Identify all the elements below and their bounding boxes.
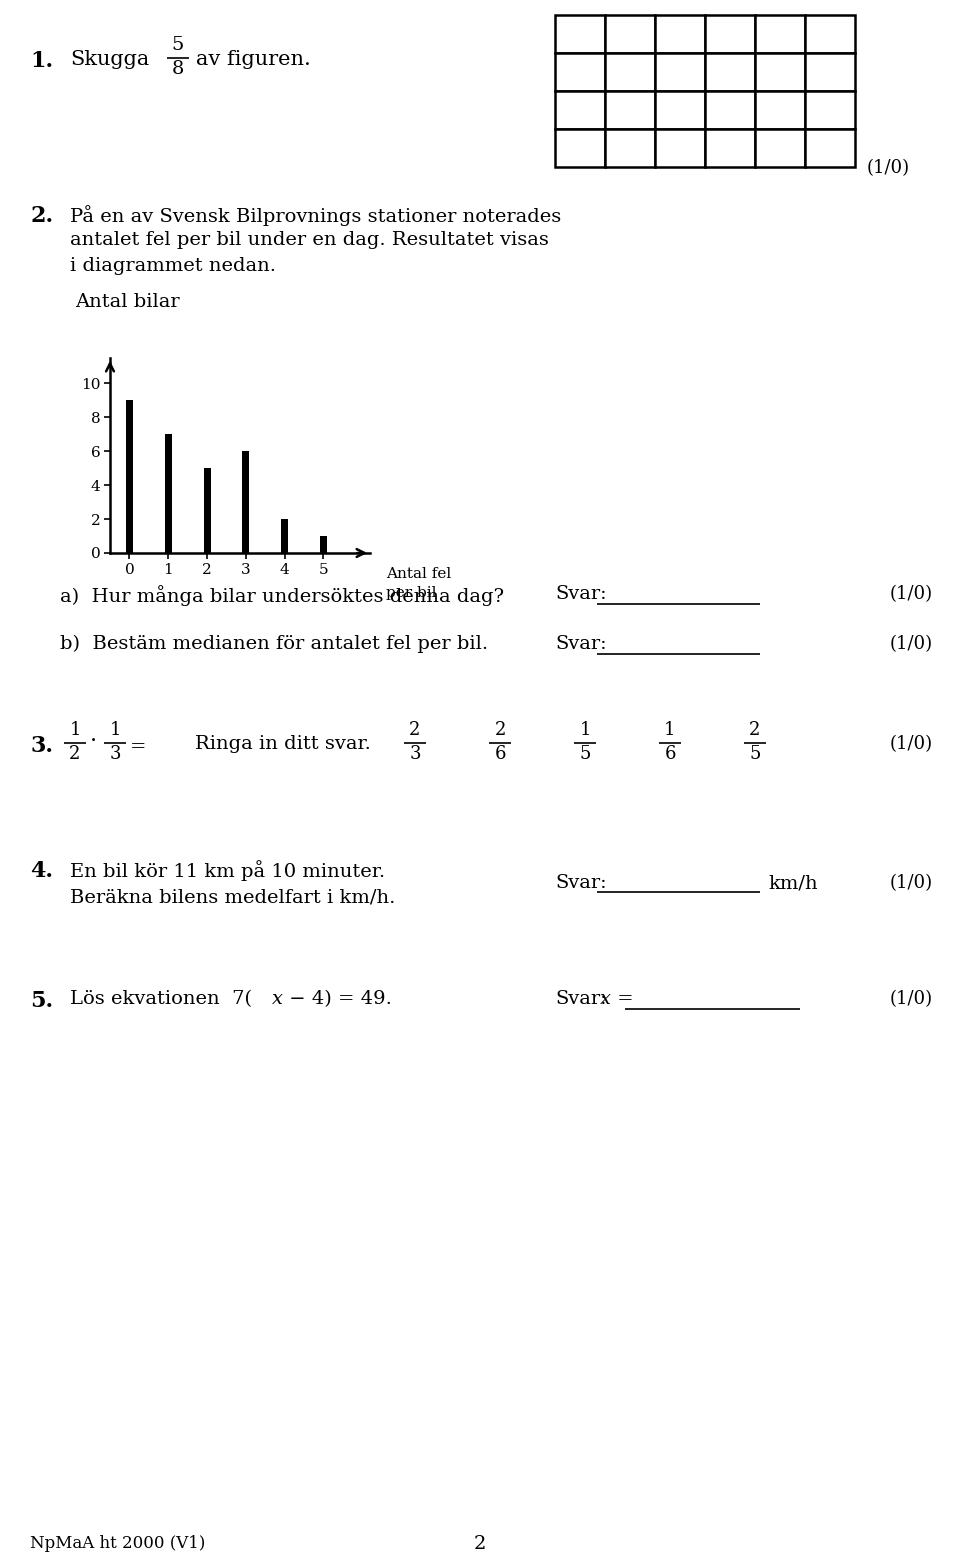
Text: Svar:: Svar: xyxy=(555,585,607,603)
Bar xyxy=(281,519,288,553)
Text: 1.: 1. xyxy=(30,50,53,72)
Text: Svar:: Svar: xyxy=(555,990,607,1009)
Text: 2: 2 xyxy=(474,1536,486,1553)
Text: 2: 2 xyxy=(494,720,506,739)
Text: 6: 6 xyxy=(494,745,506,762)
Bar xyxy=(204,468,210,553)
Text: Antal fel: Antal fel xyxy=(386,566,451,580)
Text: (1/0): (1/0) xyxy=(867,159,910,178)
Bar xyxy=(705,53,755,90)
Text: 5: 5 xyxy=(579,745,590,762)
Text: b)  Bestäm medianen för antalet fel per bil.: b) Bestäm medianen för antalet fel per b… xyxy=(60,635,488,653)
Bar xyxy=(605,53,655,90)
Text: (1/0): (1/0) xyxy=(890,875,933,892)
Text: 3.: 3. xyxy=(30,734,53,758)
Text: per bil: per bil xyxy=(386,586,436,600)
Text: x: x xyxy=(272,990,283,1009)
Text: − 4) = 49.: − 4) = 49. xyxy=(283,990,392,1009)
Bar xyxy=(555,129,605,167)
Text: i diagrammet nedan.: i diagrammet nedan. xyxy=(70,257,276,274)
Text: antalet fel per bil under en dag. Resultatet visas: antalet fel per bil under en dag. Result… xyxy=(70,231,549,249)
Text: km/h: km/h xyxy=(768,875,818,892)
Text: 4.: 4. xyxy=(30,861,53,882)
Text: 2: 2 xyxy=(750,720,760,739)
Text: På en av Svensk Bilprovnings stationer noterades: På en av Svensk Bilprovnings stationer n… xyxy=(70,204,562,226)
Bar xyxy=(705,129,755,167)
Bar xyxy=(242,451,250,553)
Text: (1/0): (1/0) xyxy=(890,585,933,603)
Text: 3: 3 xyxy=(109,745,121,762)
Text: En bil kör 11 km på 10 minuter.: En bil kör 11 km på 10 minuter. xyxy=(70,861,385,881)
Text: 2.: 2. xyxy=(30,204,53,228)
Text: 1: 1 xyxy=(109,720,121,739)
Text: ·: · xyxy=(89,730,97,751)
Bar xyxy=(126,401,132,553)
Bar xyxy=(655,16,705,53)
Bar xyxy=(655,53,705,90)
Bar xyxy=(755,90,805,129)
Text: NpMaA ht 2000 (V1): NpMaA ht 2000 (V1) xyxy=(30,1536,205,1553)
Text: Skugga: Skugga xyxy=(70,50,149,69)
Bar xyxy=(805,16,855,53)
Bar xyxy=(555,16,605,53)
Text: 1: 1 xyxy=(664,720,676,739)
Text: =: = xyxy=(130,737,147,756)
Bar xyxy=(805,90,855,129)
Bar xyxy=(755,53,805,90)
Text: 3: 3 xyxy=(409,745,420,762)
Text: av figuren.: av figuren. xyxy=(196,50,311,69)
Bar xyxy=(705,16,755,53)
Text: Svar:: Svar: xyxy=(555,875,607,892)
Text: 1: 1 xyxy=(69,720,81,739)
Text: (1/0): (1/0) xyxy=(890,635,933,653)
Bar xyxy=(555,90,605,129)
Bar xyxy=(605,16,655,53)
Text: Svar:: Svar: xyxy=(555,635,607,653)
Bar xyxy=(555,53,605,90)
Bar xyxy=(605,90,655,129)
Text: 5: 5 xyxy=(172,36,184,55)
Bar xyxy=(805,53,855,90)
Text: 2: 2 xyxy=(409,720,420,739)
Text: 6: 6 xyxy=(664,745,676,762)
Text: a)  Hur många bilar undersöktes denna dag?: a) Hur många bilar undersöktes denna dag… xyxy=(60,585,504,606)
Bar xyxy=(655,129,705,167)
Text: Ringa in ditt svar.: Ringa in ditt svar. xyxy=(195,734,371,753)
Text: 5: 5 xyxy=(750,745,760,762)
Bar xyxy=(705,90,755,129)
Bar xyxy=(805,129,855,167)
Text: 5.: 5. xyxy=(30,990,53,1012)
Text: 1: 1 xyxy=(579,720,590,739)
Bar xyxy=(755,16,805,53)
Bar xyxy=(655,90,705,129)
Text: (1/0): (1/0) xyxy=(890,734,933,753)
Text: 2: 2 xyxy=(69,745,81,762)
Text: Lös ekvationen  7(: Lös ekvationen 7( xyxy=(70,990,252,1009)
Text: Beräkna bilens medelfart i km/h.: Beräkna bilens medelfart i km/h. xyxy=(70,889,396,906)
Text: (1/0): (1/0) xyxy=(890,990,933,1009)
Bar xyxy=(165,435,172,553)
Bar xyxy=(605,129,655,167)
Text: Antal bilar: Antal bilar xyxy=(75,293,180,310)
Bar xyxy=(755,129,805,167)
Bar xyxy=(320,536,327,553)
Text: x =: x = xyxy=(600,990,634,1009)
Text: 8: 8 xyxy=(172,59,184,78)
